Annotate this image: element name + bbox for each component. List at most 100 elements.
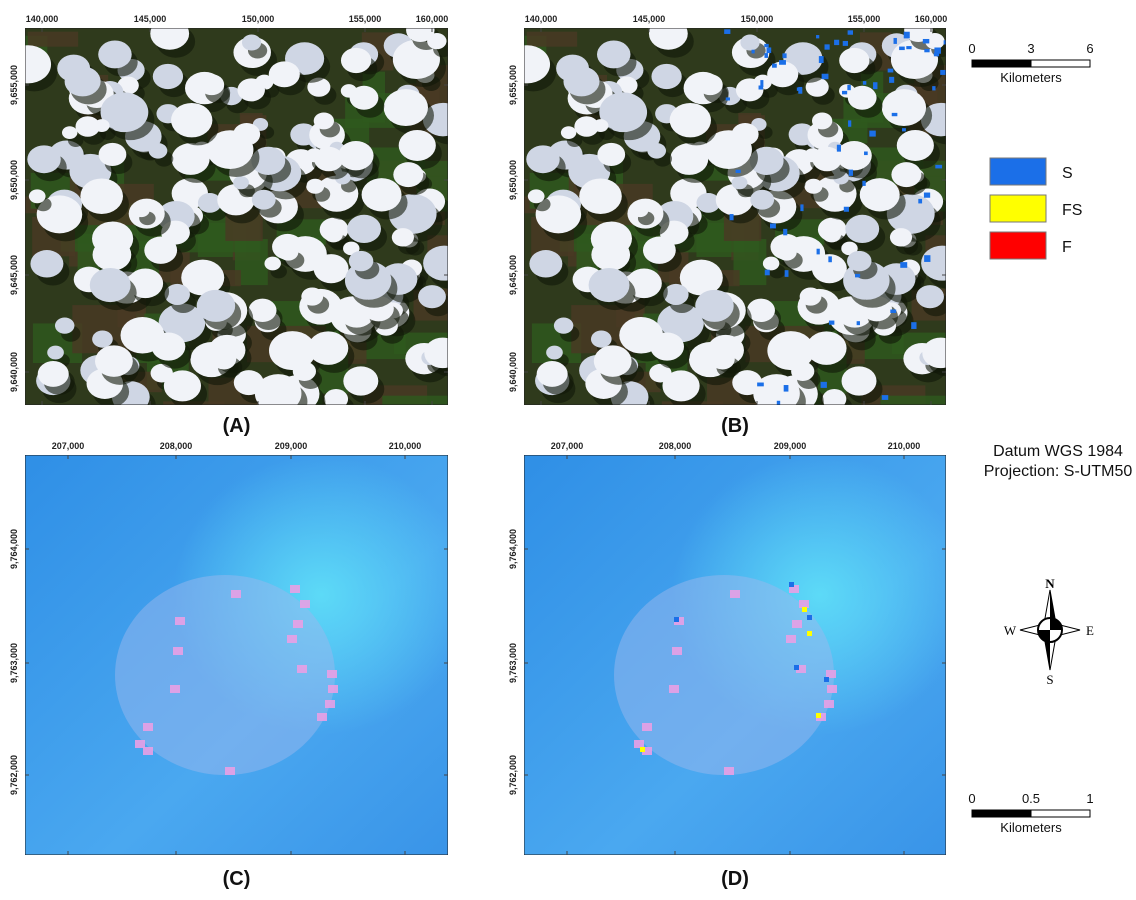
detection: [892, 113, 898, 116]
detection: [757, 383, 764, 387]
detection: [906, 46, 911, 49]
cloud: [80, 178, 123, 214]
x-tick-label: 209,000: [275, 441, 308, 451]
cloud: [343, 366, 378, 395]
hotspot: [826, 670, 836, 678]
x-tick-label: 145,000: [633, 14, 666, 24]
cloud: [593, 119, 609, 132]
cloud: [698, 74, 723, 95]
detection: [900, 262, 907, 268]
compass-s: S: [1046, 672, 1053, 687]
cloud: [632, 203, 648, 217]
detection: [944, 40, 951, 44]
detection: [785, 270, 789, 277]
detection: [924, 49, 929, 52]
cloud: [98, 40, 132, 68]
map-image: [5, 17, 495, 453]
detection: [890, 310, 896, 313]
y-tick-label: 9,763,000: [508, 643, 518, 683]
cloud: [164, 370, 201, 401]
cloud: [152, 333, 186, 361]
field: [880, 396, 954, 421]
cloud: [528, 189, 545, 203]
cloud: [579, 178, 622, 214]
scale-unit: Kilometers: [1000, 70, 1062, 85]
scale-tick: 1: [1086, 791, 1093, 806]
cloud: [753, 374, 800, 413]
cloud: [563, 66, 599, 96]
cloud: [845, 215, 879, 243]
cloud: [338, 141, 373, 170]
y-tick-label: 9,764,000: [508, 529, 518, 569]
detection: [825, 44, 830, 49]
detection: [857, 321, 860, 325]
scale-tick: 0: [968, 41, 975, 56]
cloud: [237, 78, 265, 101]
detection: [772, 64, 777, 68]
cloud: [301, 287, 323, 305]
detection: [764, 44, 768, 47]
cloud: [897, 130, 934, 161]
hotspot: [300, 600, 310, 608]
cloud: [890, 228, 912, 246]
hotspot: [225, 767, 235, 775]
detection: [837, 145, 841, 152]
cloud: [670, 143, 708, 175]
detection: [822, 74, 829, 79]
detection: [766, 47, 771, 53]
cloud: [392, 228, 414, 246]
hotspot: [325, 700, 335, 708]
detection: [899, 47, 905, 50]
cloud: [393, 162, 423, 187]
cloud: [314, 254, 349, 283]
detection: [828, 256, 832, 262]
cloud: [350, 86, 379, 110]
detection: [640, 747, 645, 752]
cloud: [847, 251, 872, 271]
legend-swatch: [990, 195, 1046, 222]
hotspot: [287, 635, 297, 643]
hotspot: [317, 713, 327, 721]
detection: [842, 91, 847, 94]
x-tick-label: 208,000: [160, 441, 193, 451]
scale-white: [1031, 60, 1090, 67]
detection: [889, 77, 894, 83]
cloud: [324, 389, 348, 409]
y-tick-label: 9,762,000: [508, 755, 518, 795]
detection: [824, 677, 829, 682]
detection: [821, 382, 827, 388]
cloud: [242, 34, 261, 50]
x-tick-label: 140,000: [26, 14, 59, 24]
hotspot: [634, 740, 644, 748]
cloud: [30, 250, 63, 277]
cloud: [591, 331, 612, 348]
cloud: [591, 239, 630, 271]
detection: [918, 199, 922, 204]
detection: [816, 35, 819, 38]
cloud: [324, 227, 343, 243]
detection: [911, 322, 916, 329]
y-tick-label: 9,763,000: [9, 643, 19, 683]
cloud: [29, 189, 46, 203]
y-tick-label: 9,764,000: [9, 529, 19, 569]
cloud: [767, 61, 798, 87]
cloud: [597, 143, 625, 166]
cloud: [212, 349, 236, 369]
detection: [817, 249, 820, 255]
scale-tick: 0.5: [1022, 791, 1040, 806]
x-tick-label: 209,000: [774, 441, 807, 451]
y-tick-label: 9,762,000: [9, 755, 19, 795]
cloud: [597, 40, 631, 68]
cloud: [526, 145, 559, 173]
cloud: [554, 317, 573, 333]
cloud: [314, 112, 334, 129]
detection: [862, 181, 865, 186]
cloud: [27, 145, 60, 173]
detection: [794, 665, 799, 670]
cloud: [171, 103, 212, 137]
hotspot: [143, 723, 153, 731]
cloud: [427, 33, 446, 49]
compass-n: N: [1045, 576, 1055, 591]
hotspot: [231, 590, 241, 598]
detection: [765, 270, 770, 276]
